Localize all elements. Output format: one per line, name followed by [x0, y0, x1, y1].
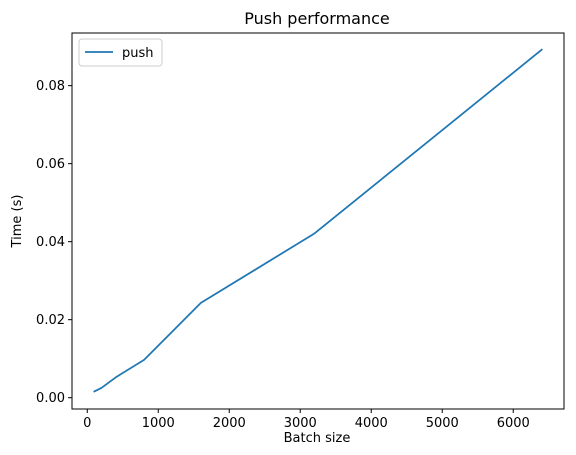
x-tick-label: 6000 [497, 416, 530, 431]
legend: push [78, 38, 163, 67]
legend-frame [78, 38, 163, 67]
y-tick-label: 0.02 [36, 313, 65, 328]
plot-frame [71, 32, 565, 410]
series-line-push [93, 48, 543, 393]
series-layer [93, 48, 543, 393]
x-tick-label: 2000 [213, 416, 246, 431]
x-tick-label: 0 [83, 416, 91, 431]
y-tick-label: 0.00 [36, 391, 65, 406]
y-tick-label: 0.04 [36, 235, 65, 250]
x-tick-label: 1000 [142, 416, 175, 431]
x-tick-label: 5000 [426, 416, 459, 431]
x-tick-label: 4000 [355, 416, 388, 431]
x-axis-label: Batch size [284, 431, 351, 446]
plot-area: 0 1000 2000 3000 4000 5000 6000 0.000.020.040.… [36, 32, 565, 431]
legend-label-push: push [122, 46, 154, 61]
chart-title: Push performance [244, 9, 390, 28]
x-tick-label: 3000 [284, 416, 317, 431]
y-axis-ticks: 0.00 0.02 0.04 0.06 0.08 [36, 79, 72, 406]
x-axis-ticks: 0 1000 2000 3000 4000 5000 6000 [83, 409, 530, 431]
y-axis-label: Time (s) [10, 195, 25, 249]
y-tick-label: 0.06 [36, 157, 65, 172]
y-tick-label: 0.08 [36, 79, 65, 94]
